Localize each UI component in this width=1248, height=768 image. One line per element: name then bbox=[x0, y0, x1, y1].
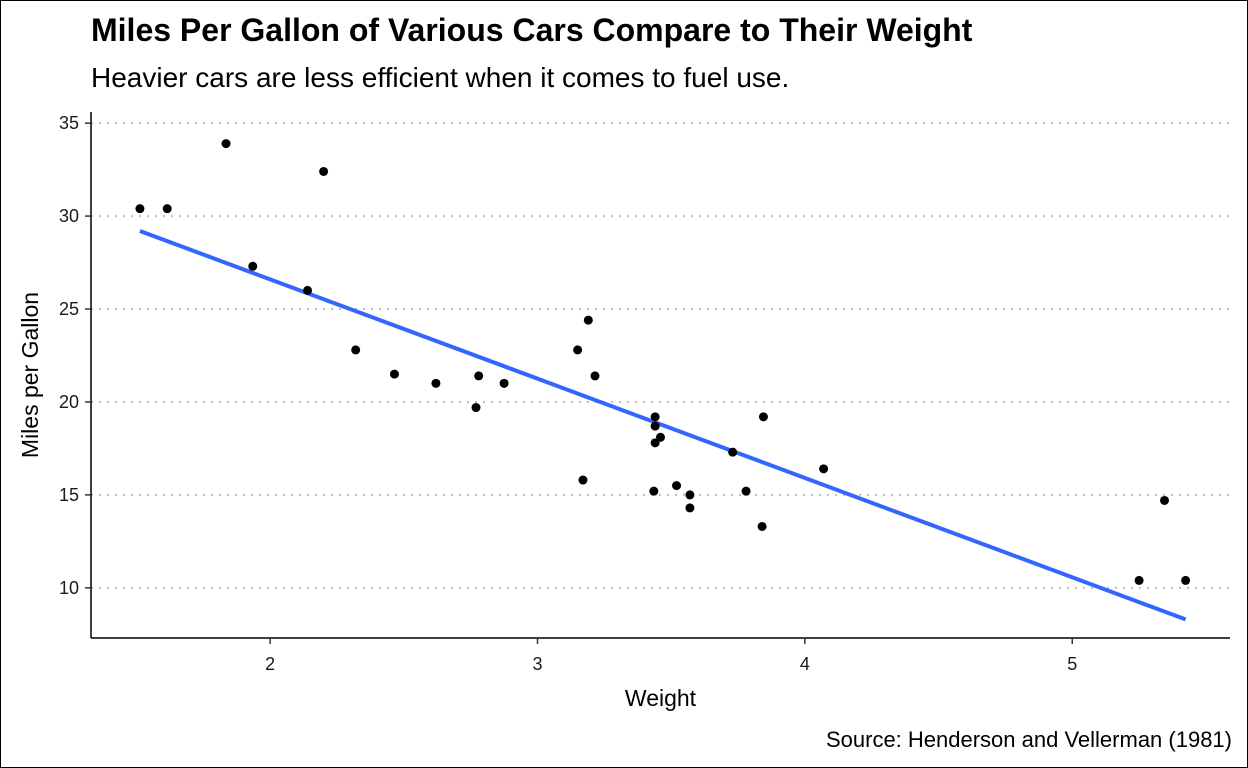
data-points bbox=[135, 139, 1191, 585]
data-point bbox=[757, 521, 767, 531]
data-point bbox=[499, 378, 509, 388]
data-point bbox=[1159, 495, 1169, 505]
trend-layer bbox=[139, 229, 1187, 622]
y-tick-label: 35 bbox=[59, 113, 79, 133]
y-tick-label: 20 bbox=[59, 392, 79, 412]
data-point bbox=[741, 486, 751, 496]
data-point bbox=[650, 412, 660, 422]
gridlines bbox=[91, 122, 1230, 589]
data-point bbox=[650, 421, 660, 431]
data-point bbox=[474, 371, 484, 381]
data-point bbox=[656, 432, 665, 442]
y-tick-label: 15 bbox=[59, 485, 79, 505]
data-point bbox=[578, 475, 588, 485]
data-point bbox=[650, 438, 660, 448]
data-point bbox=[389, 369, 399, 379]
data-point bbox=[649, 486, 659, 496]
y-axis-title: Miles per Gallon bbox=[17, 292, 43, 458]
data-point bbox=[303, 285, 313, 295]
y-tick-label: 30 bbox=[59, 206, 79, 226]
chart-subtitle: Heavier cars are less efficient when it … bbox=[91, 62, 790, 93]
chart-title: Miles Per Gallon of Various Cars Compare… bbox=[91, 12, 973, 48]
x-tick-label: 5 bbox=[1067, 654, 1077, 674]
data-point bbox=[431, 378, 441, 388]
axes bbox=[90, 112, 1230, 639]
data-point bbox=[728, 447, 738, 457]
data-point bbox=[583, 315, 593, 325]
data-point bbox=[685, 503, 695, 513]
data-point bbox=[319, 166, 329, 176]
data-point bbox=[819, 464, 829, 474]
data-point bbox=[573, 345, 583, 355]
x-tick-label: 4 bbox=[800, 654, 810, 674]
data-point bbox=[1181, 575, 1191, 585]
data-point bbox=[685, 490, 695, 500]
ticks: 2 3 4 5 10 15 20 25 30 35 bbox=[59, 113, 1077, 674]
data-point bbox=[672, 481, 682, 491]
x-tick-label: 2 bbox=[265, 654, 275, 674]
data-point bbox=[758, 412, 768, 422]
x-axis-title: Weight bbox=[625, 685, 697, 711]
y-tick-label: 10 bbox=[59, 578, 79, 598]
data-point bbox=[351, 345, 361, 355]
data-point bbox=[162, 204, 172, 214]
x-tick-label: 3 bbox=[533, 654, 543, 674]
data-point bbox=[248, 261, 258, 271]
y-tick-label: 25 bbox=[59, 299, 79, 319]
data-point bbox=[135, 204, 145, 214]
data-point bbox=[1134, 575, 1144, 585]
data-point bbox=[590, 371, 600, 381]
data-point bbox=[221, 139, 231, 149]
data-point bbox=[471, 403, 481, 413]
chart-caption: Source: Henderson and Vellerman (1981) bbox=[825, 727, 1232, 752]
trend-line bbox=[139, 229, 1187, 622]
